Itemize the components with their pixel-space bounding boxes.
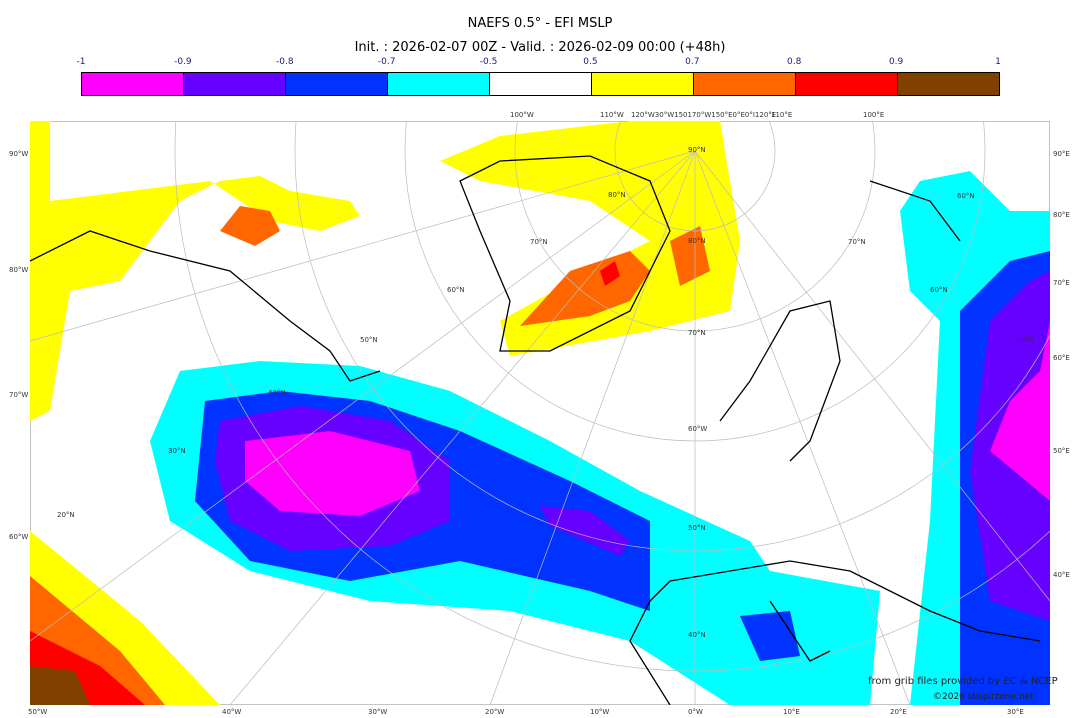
axis-label: 40°N [688, 631, 706, 639]
source-credit: from grib files provided by EC & NCEP [868, 676, 1058, 687]
colorbar-swatch [592, 73, 694, 95]
colorbar-swatch [796, 73, 898, 95]
axis-label: 70°N [530, 238, 548, 246]
purple-biscay [540, 506, 630, 556]
axis-label: 30°N [168, 447, 186, 455]
axis-label: 40°E [1053, 571, 1070, 579]
axis-label: 20°E [890, 708, 907, 716]
axis-label: 90°N [688, 146, 706, 154]
axis-label: 100°E [863, 111, 885, 119]
red-greenland [600, 261, 620, 286]
axis-label: 50°E [1053, 447, 1070, 455]
chart-subtitle: Init. : 2026-02-07 00Z - Valid. : 2026-0… [354, 40, 726, 55]
colorbar-swatch [490, 73, 592, 95]
axis-label: 70°N [848, 238, 866, 246]
orange-baffin [220, 206, 280, 246]
axis-label: 60°N [957, 192, 975, 200]
brown-sw [30, 666, 90, 705]
axis-label: 0°W [688, 708, 703, 716]
axis-label: 70°W [9, 391, 29, 399]
colorbar-swatch [898, 73, 999, 95]
axis-label: 40°N [268, 389, 286, 397]
axis-label: 100°W [510, 111, 534, 119]
colorbar-swatch [286, 73, 388, 95]
colorbar-swatch [82, 73, 184, 95]
axis-label: 110°E [771, 111, 793, 119]
axis-label: 90°W [9, 150, 29, 158]
colorbar-tick: 1 [995, 57, 1001, 67]
graticule [30, 121, 1050, 705]
magenta-atlantic [245, 431, 420, 516]
axis-label: 70°N [688, 329, 706, 337]
colorbar [81, 72, 1000, 96]
axis-label: 20°W [485, 708, 505, 716]
coastlines [30, 155, 1041, 705]
colorbar-swatch [388, 73, 490, 95]
colorbar-tick: -1 [76, 57, 86, 67]
axis-label: 60°E [1053, 354, 1070, 362]
colorbar-tick: -0.8 [275, 57, 294, 67]
axis-label: 120°W30°W150170°W150°E0°E0°I120°E [631, 111, 777, 119]
colorbar-tick: 0.7 [685, 57, 700, 67]
axis-label: 30°W [368, 708, 388, 716]
axis-label: 60°N [447, 286, 465, 294]
axis-label: 60°N [930, 286, 948, 294]
colorbar-tick: 0.9 [888, 57, 904, 67]
colorbar-tick: -0.9 [174, 57, 192, 67]
axis-label: 110°W [600, 111, 624, 119]
colorbar-tick: -0.5 [479, 57, 498, 67]
axis-label: 80°E [1053, 211, 1070, 219]
axis-label: 10°W [590, 708, 610, 716]
axis-label: 50°N [688, 524, 706, 532]
colorbar-tick: 0.5 [583, 57, 598, 67]
yellow-north-america [30, 121, 360, 421]
axis-label: 90°E [1053, 150, 1070, 158]
yellow-greenland [440, 121, 740, 356]
axis-label: 30°E [1007, 708, 1024, 716]
magenta-russia [990, 321, 1050, 501]
copyright: ©2026 sbspirzone.net [933, 692, 1034, 702]
colorbar-swatch [694, 73, 796, 95]
axis-label: 10°E [783, 708, 800, 716]
axis-label: 60°W [9, 533, 29, 541]
axis-label: 80°N [608, 191, 626, 199]
axis-label: 60°W [688, 425, 708, 433]
axis-label: 50°N [360, 336, 378, 344]
orange-east-greenland [670, 226, 710, 286]
colorbar-swatch [184, 73, 286, 95]
axis-label: 50°W [28, 708, 48, 716]
efi-fields [30, 121, 1050, 705]
axis-label: 80°N [688, 237, 706, 245]
map [30, 121, 1050, 705]
colorbar-tick: -0.7 [377, 57, 396, 67]
colorbar-tick: 0.8 [787, 57, 802, 67]
axis-label: 20°N [57, 511, 75, 519]
axis-label: 40°W [222, 708, 242, 716]
axis-label: 50°N [1016, 336, 1034, 344]
axis-label: 70°E [1053, 279, 1070, 287]
axis-label: 80°W [9, 266, 29, 274]
chart-title: NAEFS 0.5° - EFI MSLP [467, 16, 613, 31]
